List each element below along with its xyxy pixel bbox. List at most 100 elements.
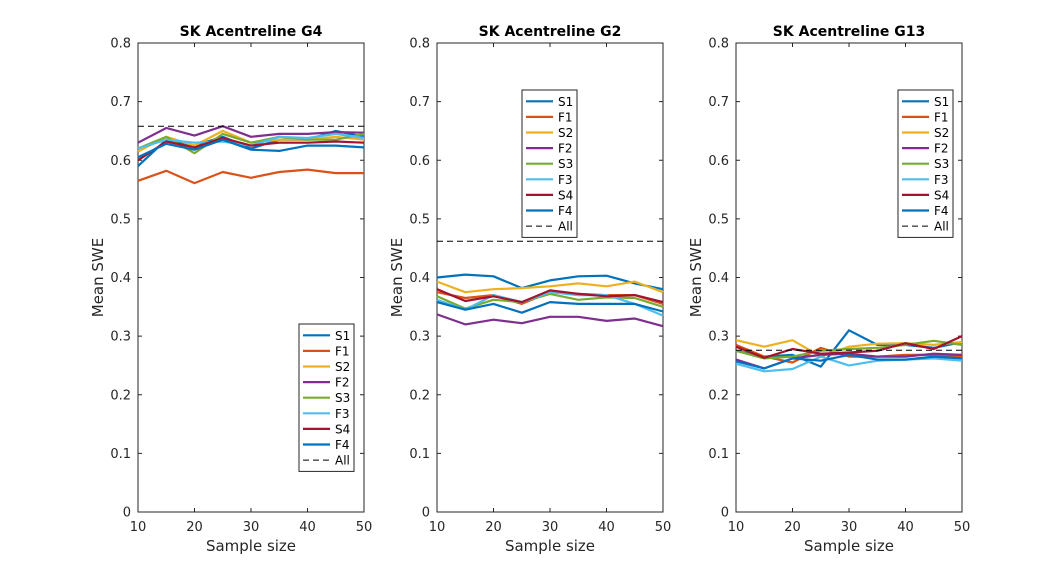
legend-label-all: All [335, 454, 350, 468]
y-tick-label: 0.2 [409, 388, 430, 403]
series-line-s3 [735, 339, 963, 360]
y-tick-label: 0.1 [708, 447, 729, 462]
series-line-s4 [436, 288, 664, 304]
legend-label-s1: S1 [558, 95, 573, 109]
y-axis-label: Mean SWE [388, 238, 406, 317]
legend-label-s4: S4 [558, 188, 573, 202]
y-axis-label: Mean SWE [89, 238, 107, 317]
legend-label-s2: S2 [934, 126, 949, 140]
series-line-s4 [735, 335, 963, 359]
x-tick-label: 50 [356, 520, 373, 535]
y-tick-label: 0.6 [708, 154, 729, 169]
x-tick-label: 30 [243, 520, 260, 535]
x-axis-label: Sample size [505, 537, 595, 555]
y-tick-label: 0.7 [110, 95, 131, 110]
legend-label-s2: S2 [558, 126, 573, 140]
chart-title: SK Acentreline G13 [773, 24, 925, 40]
series-line-f1 [137, 168, 364, 185]
legend-label-f2: F2 [558, 142, 573, 156]
y-tick-label: 0.8 [409, 37, 430, 52]
legend-label-f3: F3 [558, 173, 573, 187]
legend-label-s1: S1 [934, 95, 949, 109]
legend-label-s1: S1 [335, 329, 350, 343]
x-tick-label: 20 [485, 520, 502, 535]
legend-label-f3: F3 [335, 407, 350, 421]
series-line-f2 [137, 125, 365, 144]
legend-label-s3: S3 [934, 157, 949, 171]
legend-label-f1: F1 [558, 110, 573, 124]
series-line-s1 [436, 273, 664, 291]
series-line-f4 [436, 301, 664, 314]
legend-label-f1: F1 [335, 344, 350, 358]
legend-label-f2: F2 [335, 376, 350, 390]
chart-title: SK Acentreline G4 [180, 24, 323, 40]
series-line-s2 [735, 339, 963, 358]
y-tick-label: 0.7 [409, 95, 430, 110]
chart-panel-3: 0 0.1 0.2 0.3 0.4 0.5 0.6 0.7 0.8 10 20 30 40 50 SK Ac… [687, 24, 970, 555]
y-tick-label: 0.1 [110, 447, 131, 462]
series-line-s3 [137, 132, 365, 155]
y-tick-label: 0.6 [409, 154, 430, 169]
series-line-s4 [137, 136, 365, 162]
x-tick-label: 20 [784, 520, 801, 535]
x-tick-label: 10 [728, 520, 745, 535]
x-tick-label: 10 [130, 520, 147, 535]
chart-title: SK Acentreline G2 [479, 24, 622, 40]
legend-label-s3: S3 [335, 391, 350, 405]
y-tick-label: 0.1 [409, 447, 430, 462]
y-tick-label: 0.2 [110, 388, 131, 403]
x-tick-label: 50 [655, 520, 672, 535]
y-tick-label: 0.5 [708, 212, 729, 227]
y-tick-label: 0.3 [708, 330, 729, 345]
x-tick-label: 40 [897, 520, 914, 535]
y-axis-label: Mean SWE [687, 238, 705, 317]
y-tick-label: 0.7 [708, 95, 729, 110]
x-tick-label: 40 [299, 520, 316, 535]
legend-label-f3: F3 [934, 173, 949, 187]
legend-label-s3: S3 [558, 157, 573, 171]
chart-panel-2: 0 0.1 0.2 0.3 0.4 0.5 0.6 0.7 0.8 10 20 30 40 50 SK Ac… [388, 24, 671, 555]
legend-label-s4: S4 [335, 422, 350, 436]
y-tick-label: 0.5 [110, 212, 131, 227]
x-axis-label: Sample size [804, 537, 894, 555]
x-tick-label: 40 [598, 520, 615, 535]
x-tick-label: 30 [841, 520, 858, 535]
chart-panel-1: 0 0.1 0.2 0.3 0.4 0.5 0.6 0.7 0.8 10 20 30 40 50 SK Ac… [89, 24, 372, 555]
y-tick-label: 0.3 [409, 330, 430, 345]
y-tick-label: 0.4 [708, 271, 729, 286]
x-tick-label: 30 [542, 520, 559, 535]
y-tick-label: 0.8 [110, 37, 131, 52]
series-line-f3 [735, 355, 963, 373]
y-tick-label: 0 [422, 506, 430, 521]
series-line-s2 [436, 280, 664, 294]
y-tick-label: 0.5 [409, 212, 430, 227]
x-tick-label: 20 [186, 520, 203, 535]
legend-label-f4: F4 [335, 438, 350, 452]
y-tick-label: 0 [721, 506, 729, 521]
x-tick-label: 10 [429, 520, 446, 535]
legend-label-all: All [934, 220, 949, 234]
series-line-f4 [137, 138, 365, 159]
legend-label-all: All [558, 220, 573, 234]
y-tick-label: 0 [123, 506, 131, 521]
y-tick-label: 0.4 [409, 271, 430, 286]
legend-label-f1: F1 [934, 110, 949, 124]
legend-label-f4: F4 [934, 204, 949, 218]
y-tick-label: 0.4 [110, 271, 131, 286]
legend-label-f2: F2 [934, 142, 949, 156]
x-axis-label: Sample size [206, 537, 296, 555]
y-tick-label: 0.6 [110, 154, 131, 169]
x-tick-label: 50 [954, 520, 971, 535]
legend-label-s2: S2 [335, 360, 350, 374]
series-line-f3 [436, 291, 664, 317]
series-line-f4 [735, 353, 963, 370]
series-line-f2 [436, 313, 664, 328]
y-tick-label: 0.2 [708, 388, 729, 403]
legend-label-s4: S4 [934, 188, 949, 202]
y-tick-label: 0.3 [110, 330, 131, 345]
y-tick-label: 0.8 [708, 37, 729, 52]
